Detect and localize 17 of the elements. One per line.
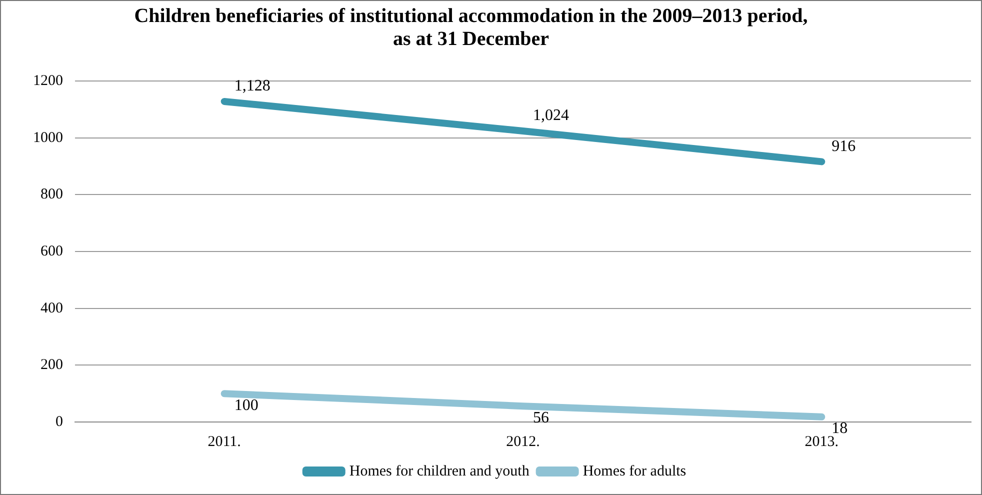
y-tick-label: 600 <box>40 243 63 260</box>
x-tick-label: 2012. <box>506 434 540 450</box>
y-tick-label: 200 <box>40 357 63 374</box>
data-label: 916 <box>832 138 856 155</box>
chart-title: Children beneficiaries of institutional accommodation in the 2009–2013 period, as at 31 December <box>133 5 809 51</box>
y-tick-label: 0 <box>56 414 63 430</box>
x-tick-label: 2011. <box>208 434 241 450</box>
y-tick-label: 800 <box>40 186 63 203</box>
data-label: 1,024 <box>533 107 569 124</box>
data-label: 100 <box>234 396 258 414</box>
y-tick-label: 400 <box>40 300 63 316</box>
data-label: 56 <box>533 409 549 426</box>
legend-label: Homes for adults <box>582 463 686 480</box>
y-tick-label: 1000 <box>33 130 63 146</box>
y-tick-label: 1200 <box>33 72 63 89</box>
legend-label: Homes for children and youth <box>349 463 530 480</box>
data-label: 1,128 <box>234 78 270 95</box>
